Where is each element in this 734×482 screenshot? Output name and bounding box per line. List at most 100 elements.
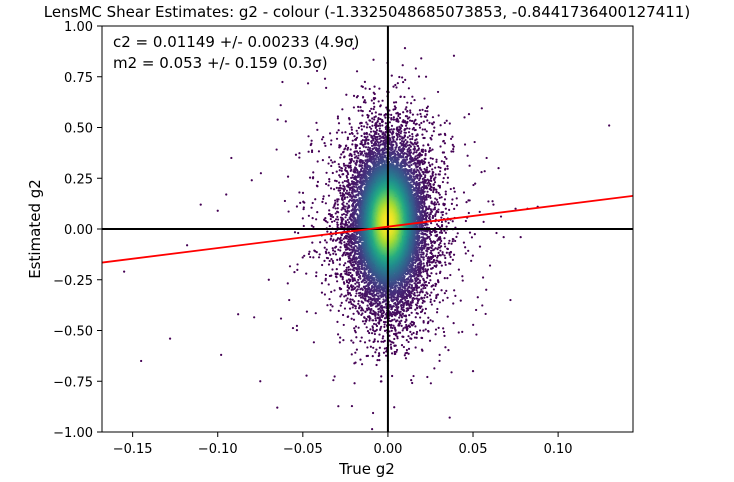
scatter-point <box>409 145 412 148</box>
scatter-point <box>388 314 392 317</box>
scatter-point <box>413 157 416 160</box>
scatter-point <box>427 161 430 164</box>
scatter-point <box>382 314 385 317</box>
scatter-point <box>409 119 412 122</box>
scatter-point <box>404 156 407 159</box>
scatter-point <box>427 150 431 153</box>
scatter-point <box>435 259 438 262</box>
scatter-point <box>372 322 376 326</box>
scatter-point <box>445 225 448 228</box>
scatter-point <box>391 374 394 378</box>
scatter-point <box>407 161 410 164</box>
scatter-point <box>400 144 403 147</box>
scatter-point <box>434 333 437 336</box>
scatter-point <box>416 154 419 157</box>
scatter-point <box>431 320 434 323</box>
scatter-point <box>445 289 448 292</box>
scatter-point <box>428 294 432 297</box>
scatter-point <box>409 141 412 144</box>
scatter-point <box>354 286 357 289</box>
scatter-point <box>419 316 422 319</box>
scatter-point <box>430 134 434 137</box>
scatter-point <box>358 147 361 150</box>
scatter-point <box>352 285 355 288</box>
scatter-point <box>336 203 339 206</box>
scatter-point <box>448 253 451 256</box>
scatter-point <box>396 135 399 139</box>
scatter-point <box>371 411 375 415</box>
scatter-point <box>422 277 425 280</box>
scatter-point <box>408 307 411 310</box>
scatter-point <box>366 292 369 296</box>
scatter-point <box>342 281 346 284</box>
scatter-point <box>433 299 436 302</box>
scatter-point <box>443 142 447 145</box>
scatter-point <box>487 200 490 203</box>
scatter-point <box>332 252 335 255</box>
scatter-point <box>329 217 332 221</box>
scatter-point <box>440 225 444 228</box>
scatter-point <box>464 252 467 255</box>
scatter-point <box>347 232 350 236</box>
scatter-point <box>340 153 343 156</box>
scatter-point <box>440 229 443 232</box>
scatter-point <box>422 329 425 332</box>
scatter-point <box>339 275 342 278</box>
scatter-point <box>465 201 468 204</box>
scatter-point <box>352 47 355 50</box>
scatter-point <box>336 237 340 240</box>
scatter-point <box>422 320 425 323</box>
scatter-point <box>464 246 467 249</box>
scatter-point <box>416 168 419 171</box>
scatter-point <box>437 251 440 254</box>
scatter-point <box>423 175 427 179</box>
scatter-point <box>418 123 421 127</box>
scatter-point <box>374 317 377 320</box>
scatter-point <box>427 329 430 333</box>
scatter-point <box>354 351 357 354</box>
scatter-point <box>375 363 378 367</box>
scatter-point <box>324 239 327 242</box>
scatter-point <box>402 111 405 114</box>
scatter-point <box>352 263 355 266</box>
scatter-point <box>369 328 372 331</box>
scatter-point <box>327 184 330 187</box>
scatter-point <box>389 346 393 349</box>
scatter-point <box>378 359 381 362</box>
scatter-point <box>330 234 333 238</box>
scatter-point <box>354 305 357 308</box>
scatter-point <box>427 184 430 187</box>
scatter-point <box>327 251 330 254</box>
scatter-point <box>400 324 403 327</box>
scatter-point <box>418 305 421 308</box>
scatter-point <box>429 196 432 200</box>
scatter-point <box>377 118 380 121</box>
scatter-point <box>353 185 356 188</box>
scatter-point <box>373 340 376 343</box>
scatter-point <box>334 201 337 205</box>
scatter-point <box>408 143 411 147</box>
scatter-point <box>443 155 447 159</box>
scatter-point <box>371 428 374 431</box>
scatter-point <box>358 283 361 287</box>
scatter-point <box>296 263 299 266</box>
scatter-point <box>345 189 348 192</box>
scatter-point <box>333 375 336 378</box>
scatter-point <box>426 182 429 185</box>
scatter-point <box>408 134 411 137</box>
scatter-point <box>407 87 410 90</box>
scatter-point <box>467 249 470 252</box>
scatter-point <box>428 274 431 278</box>
scatter-point <box>368 331 371 335</box>
scatter-point <box>310 149 314 152</box>
scatter-point <box>390 352 394 355</box>
scatter-point <box>335 276 338 279</box>
scatter-point <box>449 273 452 277</box>
scatter-point <box>359 106 362 109</box>
scatter-point <box>350 226 353 229</box>
scatter-point <box>350 339 353 342</box>
scatter-point <box>364 142 367 145</box>
scatter-point <box>322 136 325 139</box>
scatter-point <box>310 224 313 227</box>
scatter-point <box>295 205 299 208</box>
